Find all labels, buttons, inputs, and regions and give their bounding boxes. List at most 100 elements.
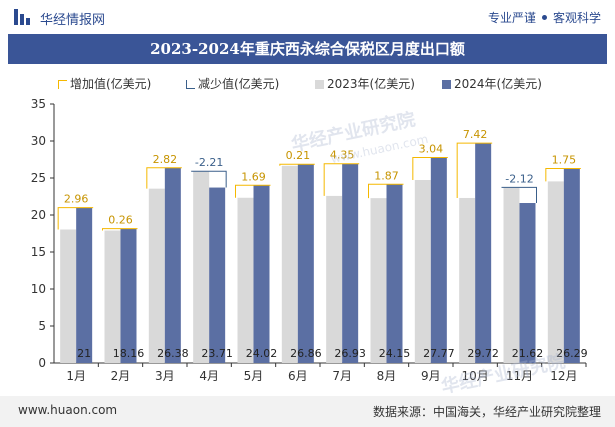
value-label-2024: 26.86 [290,347,322,360]
increase-bracket [102,228,138,231]
x-tick-label: 8月 [377,369,397,383]
increase-bracket [235,184,271,198]
value-label-2024: 18.16 [113,347,145,360]
y-tick-label: 10 [31,282,46,296]
decrease-bracket [501,186,537,204]
legend-label-decrease: 减少值(亿美元) [198,77,280,91]
bar-2023 [459,197,476,363]
bar-2024 [430,157,447,363]
x-tick-label: 6月 [288,369,308,383]
bar-2023 [326,195,343,363]
bar-2023 [237,197,254,363]
change-label: 1.75 [552,153,577,166]
increase-bracket [146,167,182,189]
decrease-bracket [191,170,227,188]
value-label-2024: 29.72 [467,347,499,360]
y-tick-label: 20 [31,208,46,222]
change-label: 3.04 [419,143,444,156]
value-label-2024: 24.02 [246,347,278,360]
increase-bracket [323,163,360,196]
value-label-2024: 21 [77,347,91,360]
change-label: 2.82 [153,153,178,166]
x-tick-label: 5月 [244,369,264,383]
footer-url: www.huaon.com [18,403,118,417]
tagline-dot-icon [541,15,547,20]
bar-2024 [120,228,137,363]
legend-label-2024: 2024年(亿美元) [454,77,542,91]
legend-item-decrease: 减少值(亿美元) [186,75,279,92]
top-bar: 华经情报网 专业严谨 客观科学 [0,0,615,34]
tagline-left: 专业严谨 [487,11,536,25]
x-tick-label: 12月 [550,369,577,383]
change-label: 7.42 [463,128,488,141]
x-tick-label: 7月 [332,369,352,383]
bar-2024 [164,167,181,363]
brand-name: 华经情报网 [40,13,106,28]
change-label: 1.69 [241,170,266,183]
change-label: 0.26 [108,214,133,227]
chart-title: 2023-2024年重庆西永综合保税区月度出口额 [150,40,465,58]
brand-logo-icon [14,9,34,25]
legend-label-2023: 2023年(亿美元) [327,77,415,91]
increase-bracket [57,207,94,230]
bar-2024 [563,168,580,363]
bar-2023 [104,230,121,363]
tagline-right: 客观科学 [552,11,601,25]
bar-2024 [519,203,536,363]
bar-2024 [475,143,492,363]
change-label: 0.21 [286,149,311,162]
change-label: 1.87 [374,169,399,182]
y-tick-label: 15 [31,245,46,259]
increase-bracket [412,157,448,180]
x-tick-label: 3月 [155,369,175,383]
bar-2023 [547,181,564,363]
x-tick-label: 11月 [506,369,533,383]
legend-item-increase: 增加值(亿美元) [58,75,151,92]
title-bar: 2023-2024年重庆西永综合保税区月度出口额 [8,34,607,64]
value-label-2024: 23.71 [201,347,233,360]
footer-source: 数据来源：中国海关，华经产业研究院整理 [372,405,601,419]
footer: www.huaon.com 数据来源：中国海关，华经产业研究院整理 [0,396,615,427]
value-label-2024: 21.62 [512,347,544,360]
value-label-2024: 26.29 [556,347,588,360]
bar-chart: 0 5 10 15 20 25 30 35 1月 2.96 21 2月 0.26 18.16 3月 2.82 2… [31,97,588,383]
legend-item-2024: 2024年(亿美元) [442,75,542,92]
y-tick-label: 30 [31,134,46,148]
change-label: 2.96 [64,193,89,206]
bar-2024 [386,184,403,363]
x-tick-label: 10月 [462,369,489,383]
tagline: 专业严谨 客观科学 [488,9,601,26]
value-label-2024: 24.15 [379,347,411,360]
value-label-2024: 27.77 [423,347,455,360]
y-tick-label: 5 [38,319,46,333]
x-tick-label: 1月 [66,369,86,383]
increase-bracket [368,183,404,199]
bar-2023 [148,188,165,363]
legend-item-2023: 2023年(亿美元) [315,75,415,92]
increase-bracket [456,142,493,198]
y-tick-label: 0 [38,356,46,370]
bar-2023 [503,187,520,363]
legend-swatch-increase [58,80,67,89]
x-tick-label: 4月 [199,369,219,383]
bar-2023 [414,179,431,363]
bar-2023 [370,198,387,363]
bar-2023 [193,171,210,363]
bar-2023 [281,165,298,363]
y-tick-label: 25 [31,171,46,185]
y-tick-label: 35 [31,97,46,111]
bar-2024 [297,164,314,363]
increase-bracket [279,163,315,166]
x-tick-label: 9月 [421,369,441,383]
legend-swatch-2024 [442,80,451,89]
change-label: -2.12 [505,172,533,185]
value-label-2024: 26.38 [157,347,189,360]
x-tick-label: 2月 [111,369,131,383]
bar-2024 [342,163,359,363]
legend-swatch-2023 [315,80,324,89]
change-label: -2.21 [195,156,223,169]
bar-2024 [76,207,93,363]
legend-swatch-decrease [186,80,195,89]
change-label: 4.35 [330,149,355,162]
legend-label-increase: 增加值(亿美元) [70,77,152,91]
